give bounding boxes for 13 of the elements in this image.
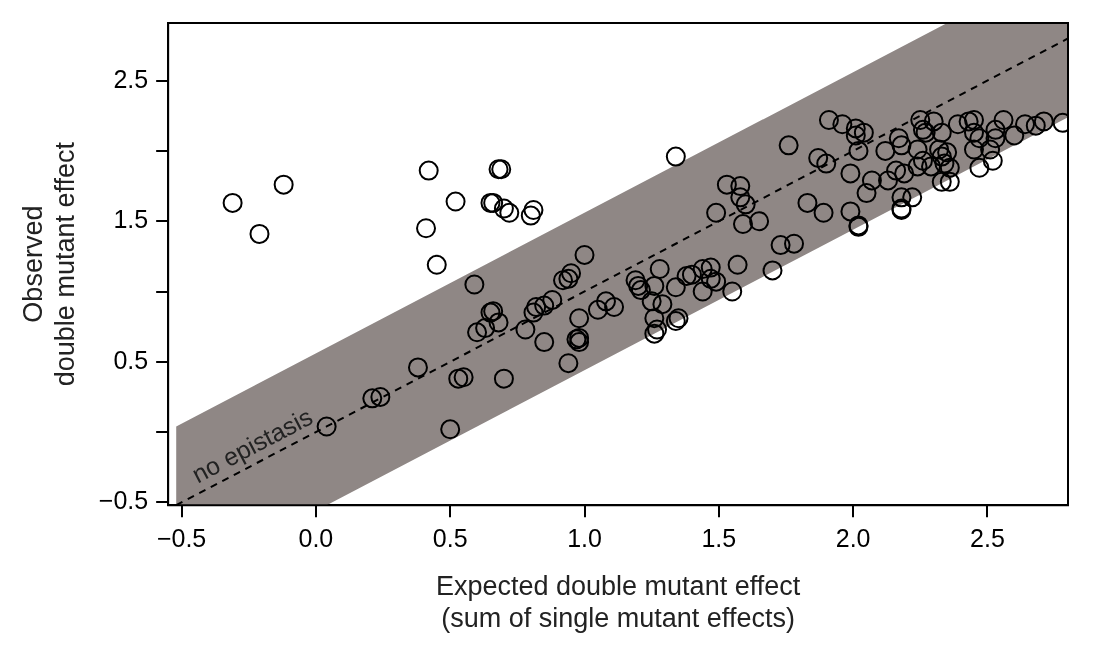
y-tick-label: −0.5 [98, 486, 149, 515]
y-tick-label: 2.5 [113, 64, 149, 93]
y-tick-label: 1.5 [113, 205, 149, 234]
y-axis-title: Observed double mutant effect [17, 141, 81, 387]
x-tick-label: −0.5 [156, 524, 207, 553]
x-axis-title: Expected double mutant effect (sum of single mutant effects) [435, 570, 801, 634]
y-tick-label: 0.5 [113, 345, 149, 374]
x-tick-label: 2.5 [970, 524, 1005, 553]
x-tick-label: 2.0 [835, 524, 871, 553]
x-tick-label: 1.5 [701, 524, 737, 553]
x-tick-label: 0.0 [298, 524, 334, 553]
x-tick-label: 0.5 [432, 524, 468, 553]
x-tick-label: 1.0 [567, 524, 602, 553]
